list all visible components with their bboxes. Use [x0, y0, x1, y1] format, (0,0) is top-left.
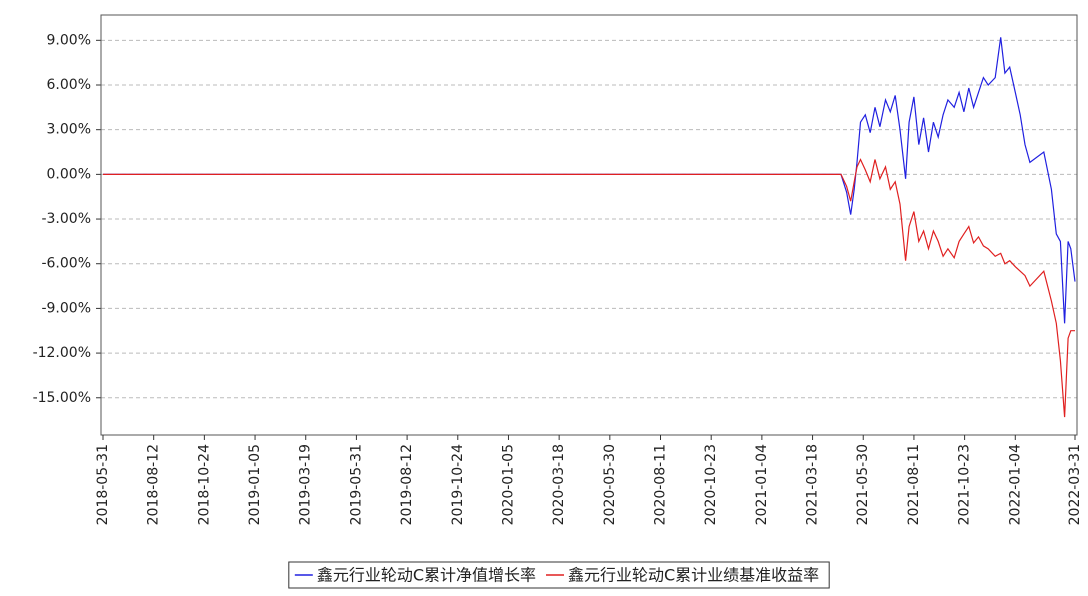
x-tick-label: 2018-05-31 [95, 444, 111, 525]
x-tick-label: 2021-05-30 [855, 444, 871, 525]
y-tick-label: 0.00% [47, 166, 91, 182]
plot-frame [100, 14, 1078, 436]
series-line [103, 158, 1075, 418]
x-tick-label: 2022-03-31 [1067, 444, 1083, 525]
y-tick-label: -12.00% [33, 345, 91, 361]
y-tick-label: 3.00% [47, 122, 91, 138]
series-line [103, 37, 1076, 324]
x-tick-label: 2021-08-11 [906, 444, 922, 525]
x-tick-label: 2019-08-12 [399, 444, 415, 525]
x-tick-label: 2021-03-18 [805, 444, 821, 525]
x-tick-label: 2021-01-04 [754, 444, 770, 525]
x-tick-label: 2020-10-23 [703, 444, 719, 525]
x-tick-label: 2021-10-23 [957, 444, 973, 525]
x-tick-label: 2019-03-19 [298, 444, 314, 525]
y-tick-label: -3.00% [41, 211, 91, 227]
x-tick-label: 2019-01-05 [247, 444, 263, 525]
y-tick-label: 9.00% [47, 32, 91, 48]
x-tick-label: 2022-01-04 [1007, 444, 1023, 525]
x-tick-label: 2019-05-31 [348, 444, 364, 525]
y-tick-label: -9.00% [41, 300, 91, 316]
y-tick-label: -6.00% [41, 256, 91, 272]
x-tick-label: 2020-03-18 [551, 444, 567, 525]
x-tick-label: 2019-10-24 [450, 444, 466, 525]
x-tick-label: 2020-01-05 [500, 444, 516, 525]
x-tick-label: 2018-08-12 [146, 444, 162, 525]
y-tick-label: -15.00% [33, 390, 91, 406]
legend-label: 鑫元行业轮动C累计业绩基准收益率 [568, 566, 819, 585]
legend: 鑫元行业轮动C累计净值增长率 鑫元行业轮动C累计业绩基准收益率 [288, 561, 830, 589]
x-tick-label: 2020-08-11 [653, 444, 669, 525]
x-tick-label: 2020-05-30 [602, 444, 618, 525]
x-tick-label: 2018-10-24 [196, 444, 212, 525]
y-tick-label: 6.00% [47, 77, 91, 93]
legend-label: 鑫元行业轮动C累计净值增长率 [317, 566, 536, 585]
